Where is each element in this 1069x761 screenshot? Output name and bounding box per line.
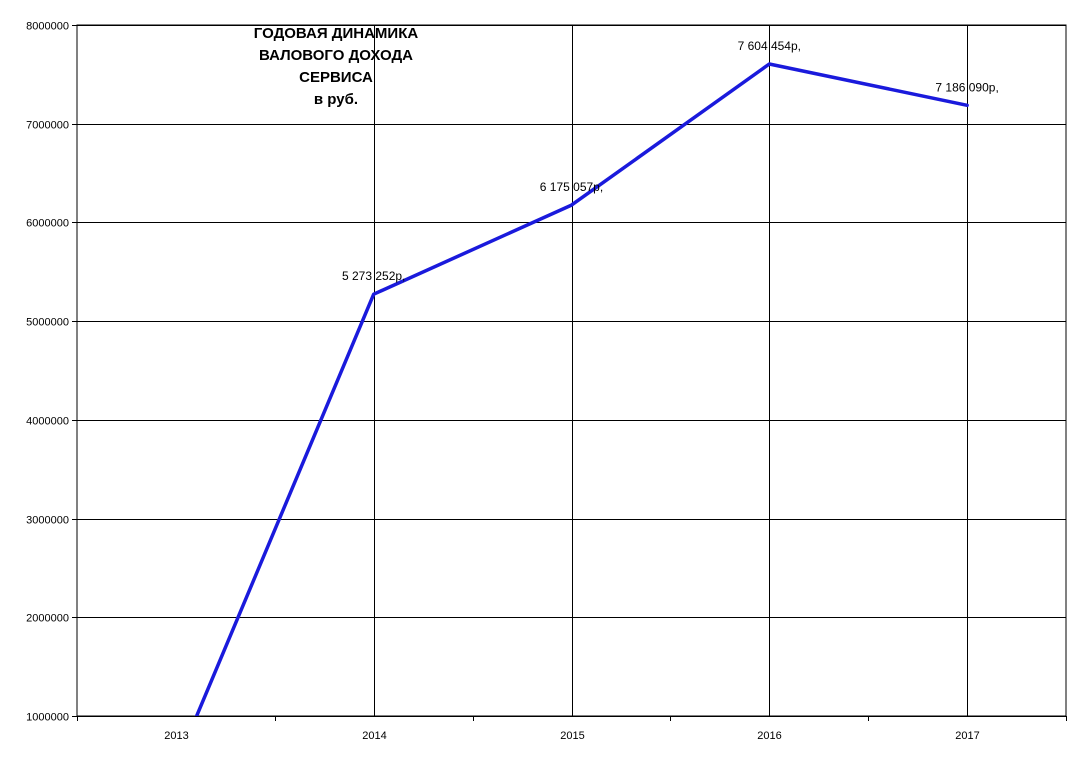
data-label: 7 604 454р, — [738, 39, 801, 53]
axis-layer: 1000000 2000000 3000000 4000000 5000000 60000… — [26, 21, 1067, 742]
label-layer: 5 273 252р, 6 175 057р, 7 604 454р, 7 186 0… — [342, 39, 999, 283]
y-tick-label: 2000000 — [26, 613, 69, 625]
x-tick-label: 2015 — [560, 730, 584, 742]
data-label: 6 175 057р, — [540, 180, 603, 194]
chart-title-line-4: в руб. — [314, 91, 358, 108]
y-tick-label: 3000000 — [26, 515, 69, 527]
chart-title-line-2: ВАЛОВОГО ДОХОДА — [259, 47, 413, 64]
chart-title-line-1: ГОДОВАЯ ДИНАМИКА — [254, 25, 419, 42]
y-tick-label: 8000000 — [26, 21, 69, 33]
data-label: 5 273 252р, — [342, 269, 405, 283]
data-label: 7 186 090р, — [935, 80, 998, 94]
series-layer — [194, 62, 969, 716]
y-tick-label: 7000000 — [26, 120, 69, 132]
series-line — [194, 62, 969, 716]
x-tick-label: 2017 — [955, 730, 979, 742]
y-tick-label: 1000000 — [26, 712, 69, 724]
y-tick-label: 4000000 — [26, 416, 69, 428]
x-tick-label: 2013 — [164, 730, 188, 742]
x-tick-label: 2014 — [362, 730, 386, 742]
grid-layer — [76, 24, 1067, 717]
chart-title-line-3: СЕРВИСА — [299, 69, 373, 86]
y-tick-label: 6000000 — [26, 218, 69, 230]
y-tick-label: 5000000 — [26, 317, 69, 329]
x-tick-label: 2016 — [757, 730, 781, 742]
